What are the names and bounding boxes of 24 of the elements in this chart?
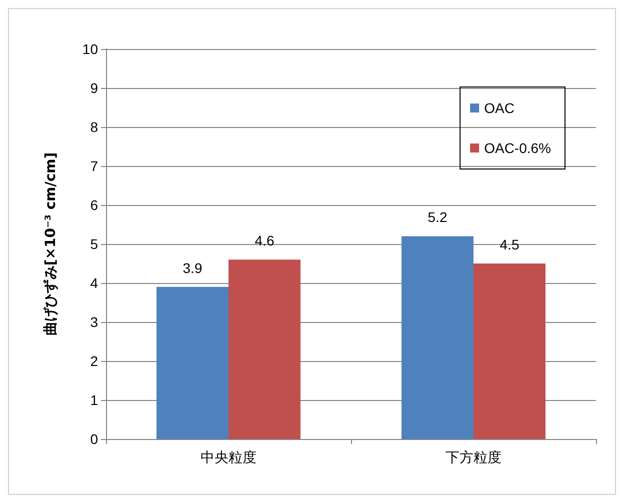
y-tick-label: 4 [90,275,98,291]
bar [156,286,228,439]
y-tick-label: 1 [90,392,98,408]
y-tick-label: 5 [90,236,98,252]
x-tick-label: 中央粒度 [200,450,256,466]
y-tick-label: 2 [90,353,98,369]
y-tick-label: 9 [90,80,98,96]
legend-label: OAC [484,100,514,116]
data-label: 4.5 [500,236,520,252]
bar [474,264,546,439]
y-tick-label: 3 [90,314,98,330]
y-axis-title: 曲げひずみ[×10⁻³ cm/cm] [43,152,59,336]
data-label: 4.6 [254,232,274,249]
y-tick-label: 10 [82,41,98,57]
bar [402,236,474,439]
legend-label: OAC-0.6% [484,140,552,156]
data-label: 3.9 [182,260,202,276]
x-tick-label: 下方粒度 [446,450,502,466]
bar [228,260,300,439]
y-tick-label: 6 [90,197,98,213]
y-tick-label: 7 [90,158,98,174]
y-tick-label: 0 [90,431,98,447]
y-tick-label: 8 [90,119,98,135]
data-label: 5.2 [428,209,448,226]
